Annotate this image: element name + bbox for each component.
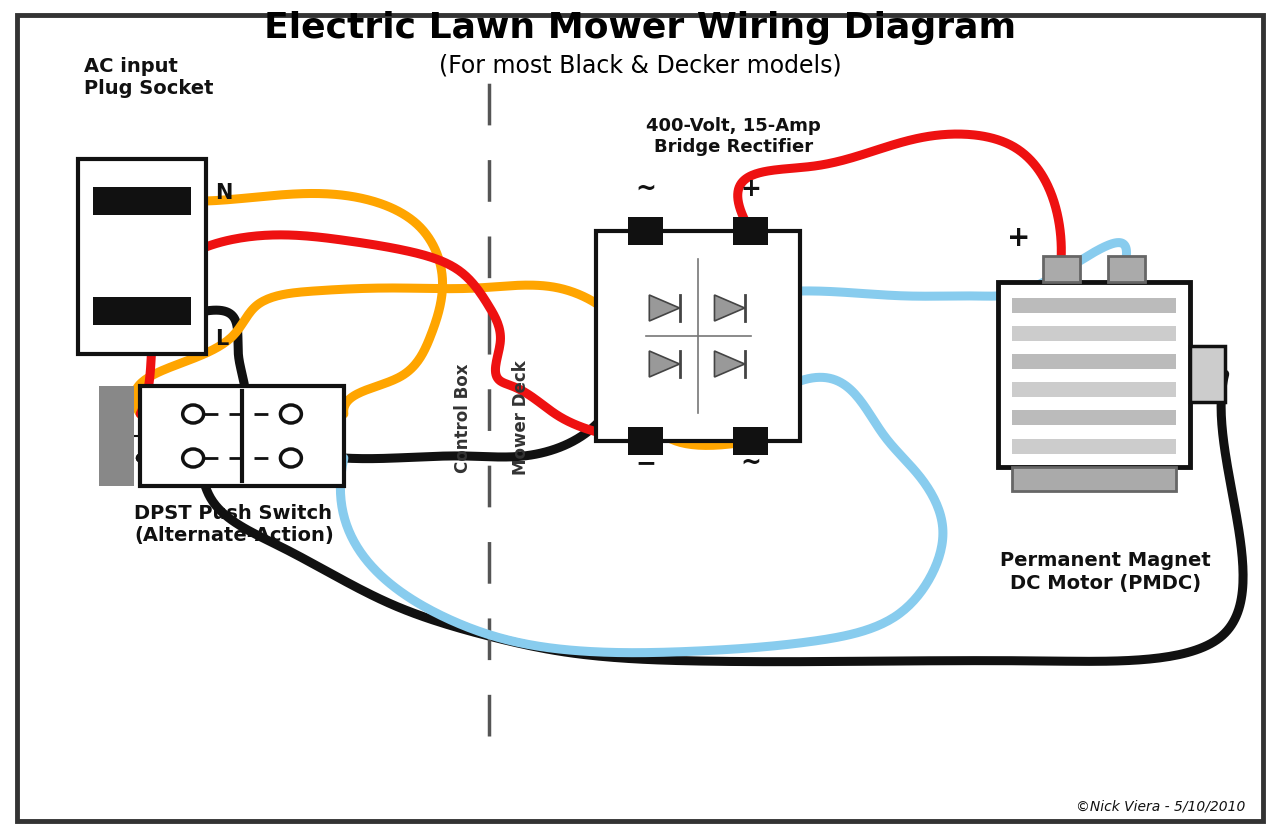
- Bar: [733, 427, 768, 455]
- Bar: [1043, 256, 1080, 282]
- Bar: [1011, 326, 1176, 341]
- Bar: [1011, 466, 1176, 491]
- Text: DPST Push Switch
(Alternate-Action): DPST Push Switch (Alternate-Action): [134, 504, 334, 545]
- Text: L: L: [215, 329, 229, 349]
- Bar: [93, 187, 191, 215]
- Text: ~: ~: [635, 177, 657, 201]
- Bar: [733, 217, 768, 245]
- Text: +: +: [740, 177, 762, 201]
- Bar: [78, 159, 206, 354]
- Bar: [998, 282, 1190, 466]
- Polygon shape: [714, 351, 745, 377]
- Bar: [596, 231, 800, 441]
- Bar: [1011, 354, 1176, 369]
- Bar: [1011, 382, 1176, 397]
- Text: Permanent Magnet
DC Motor (PMDC): Permanent Magnet DC Motor (PMDC): [1000, 552, 1211, 593]
- Bar: [1011, 298, 1176, 313]
- Text: ©Nick Viera - 5/10/2010: ©Nick Viera - 5/10/2010: [1075, 800, 1245, 814]
- Polygon shape: [649, 351, 680, 377]
- Text: −: −: [635, 451, 657, 475]
- Text: Mower Deck: Mower Deck: [512, 360, 530, 476]
- Bar: [1190, 346, 1225, 402]
- Polygon shape: [649, 295, 680, 321]
- Bar: [628, 217, 663, 245]
- Bar: [1011, 439, 1176, 453]
- Polygon shape: [714, 295, 745, 321]
- Bar: [141, 386, 344, 486]
- Text: AC input
Plug Socket: AC input Plug Socket: [83, 58, 214, 99]
- Text: 400-Volt, 15-Amp
Bridge Rectifier: 400-Volt, 15-Amp Bridge Rectifier: [645, 117, 820, 156]
- Bar: [1107, 256, 1146, 282]
- Text: ~: ~: [740, 451, 762, 475]
- Bar: [100, 386, 134, 486]
- Text: (For most Black & Decker models): (For most Black & Decker models): [439, 53, 841, 77]
- Text: Electric Lawn Mower Wiring Diagram: Electric Lawn Mower Wiring Diagram: [264, 11, 1016, 45]
- Text: N: N: [215, 183, 233, 203]
- Bar: [93, 297, 191, 325]
- Bar: [628, 427, 663, 455]
- Text: +: +: [1007, 223, 1030, 252]
- Text: Control Box: Control Box: [454, 364, 472, 472]
- Bar: [1011, 410, 1176, 426]
